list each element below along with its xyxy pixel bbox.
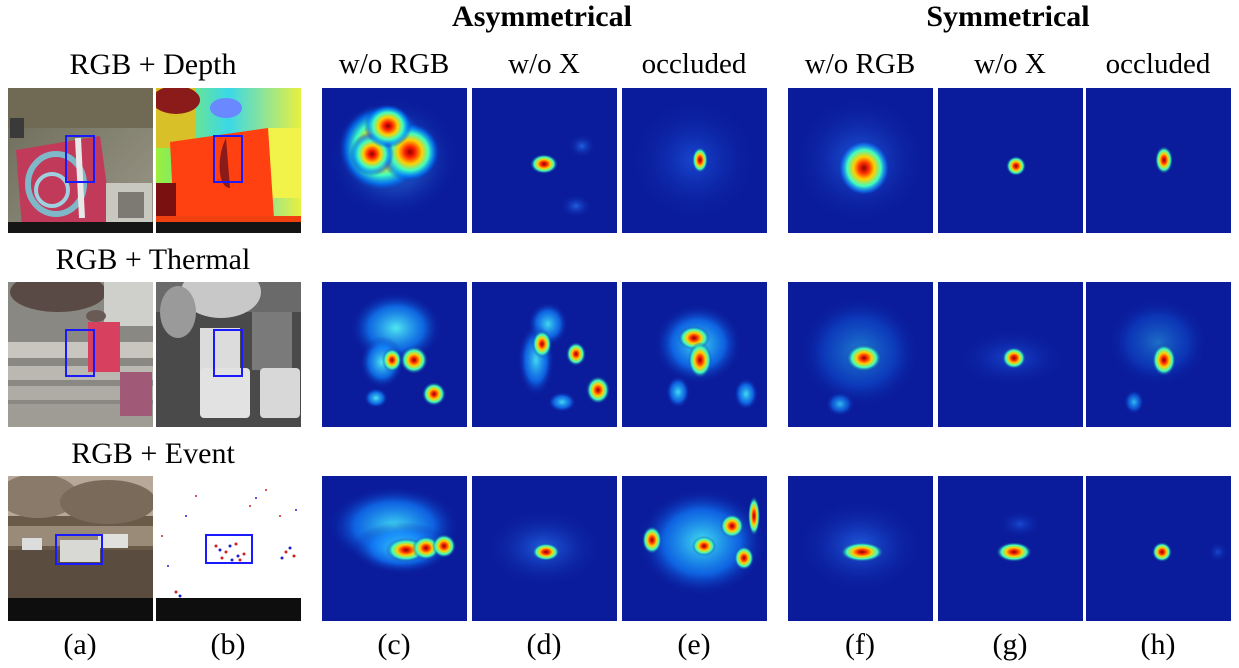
thermal-rgb-image xyxy=(8,282,153,427)
heatmap-thermal-sym-wo-x xyxy=(938,282,1083,427)
col-letter-a: (a) xyxy=(63,628,97,661)
heatmap-event-asym-wo-rgb xyxy=(322,476,467,621)
col-head-sym-wo-x: w/o X xyxy=(974,48,1046,80)
event-rgb-image xyxy=(8,476,153,621)
col-letter-c: (c) xyxy=(377,628,411,661)
asymmetrical-title: Asymmetrical xyxy=(452,0,632,33)
row-title-depth: RGB + Depth xyxy=(69,48,237,81)
heatmap-depth-sym-wo-rgb xyxy=(788,88,933,233)
heatmap-event-asym-occluded xyxy=(622,476,767,621)
heatmap-event-sym-wo-rgb xyxy=(788,476,933,621)
col-letter-e: (e) xyxy=(677,628,711,661)
col-letter-b: (b) xyxy=(210,628,246,661)
col-head-sym-occluded: occluded xyxy=(1105,48,1211,80)
heatmap-thermal-asym-wo-rgb xyxy=(322,282,467,427)
row-title-event: RGB + Event xyxy=(71,437,235,470)
heatmap-depth-sym-occluded xyxy=(1086,88,1231,233)
col-head-sym-wo-rgb: w/o RGB xyxy=(804,48,916,80)
thermal-map-image xyxy=(156,282,301,427)
event-map-image xyxy=(156,476,301,621)
col-letter-h: (h) xyxy=(1140,628,1176,661)
col-letter-d: (d) xyxy=(526,628,562,661)
symmetrical-title: Symmetrical xyxy=(926,0,1090,33)
col-head-asym-wo-rgb: w/o RGB xyxy=(338,48,450,80)
col-head-asym-wo-x: w/o X xyxy=(508,48,580,80)
heatmap-thermal-asym-occluded xyxy=(622,282,767,427)
col-letter-f: (f) xyxy=(845,628,875,661)
row-title-thermal: RGB + Thermal xyxy=(55,243,251,276)
depth-map-image xyxy=(156,88,301,233)
heatmap-depth-asym-wo-x xyxy=(472,88,617,233)
heatmap-thermal-sym-occluded xyxy=(1086,282,1231,427)
col-letter-g: (g) xyxy=(992,628,1028,661)
heatmap-event-sym-wo-x xyxy=(938,476,1083,621)
heatmap-depth-asym-wo-rgb xyxy=(322,88,467,233)
col-head-asym-occluded: occluded xyxy=(641,48,747,80)
heatmap-thermal-sym-wo-rgb xyxy=(788,282,933,427)
heatmap-depth-asym-occluded xyxy=(622,88,767,233)
heatmap-event-sym-occluded xyxy=(1086,476,1231,621)
depth-rgb-image xyxy=(8,88,153,233)
heatmap-event-asym-wo-x xyxy=(472,476,617,621)
heatmap-depth-sym-wo-x xyxy=(938,88,1083,233)
heatmap-thermal-asym-wo-x xyxy=(472,282,617,427)
